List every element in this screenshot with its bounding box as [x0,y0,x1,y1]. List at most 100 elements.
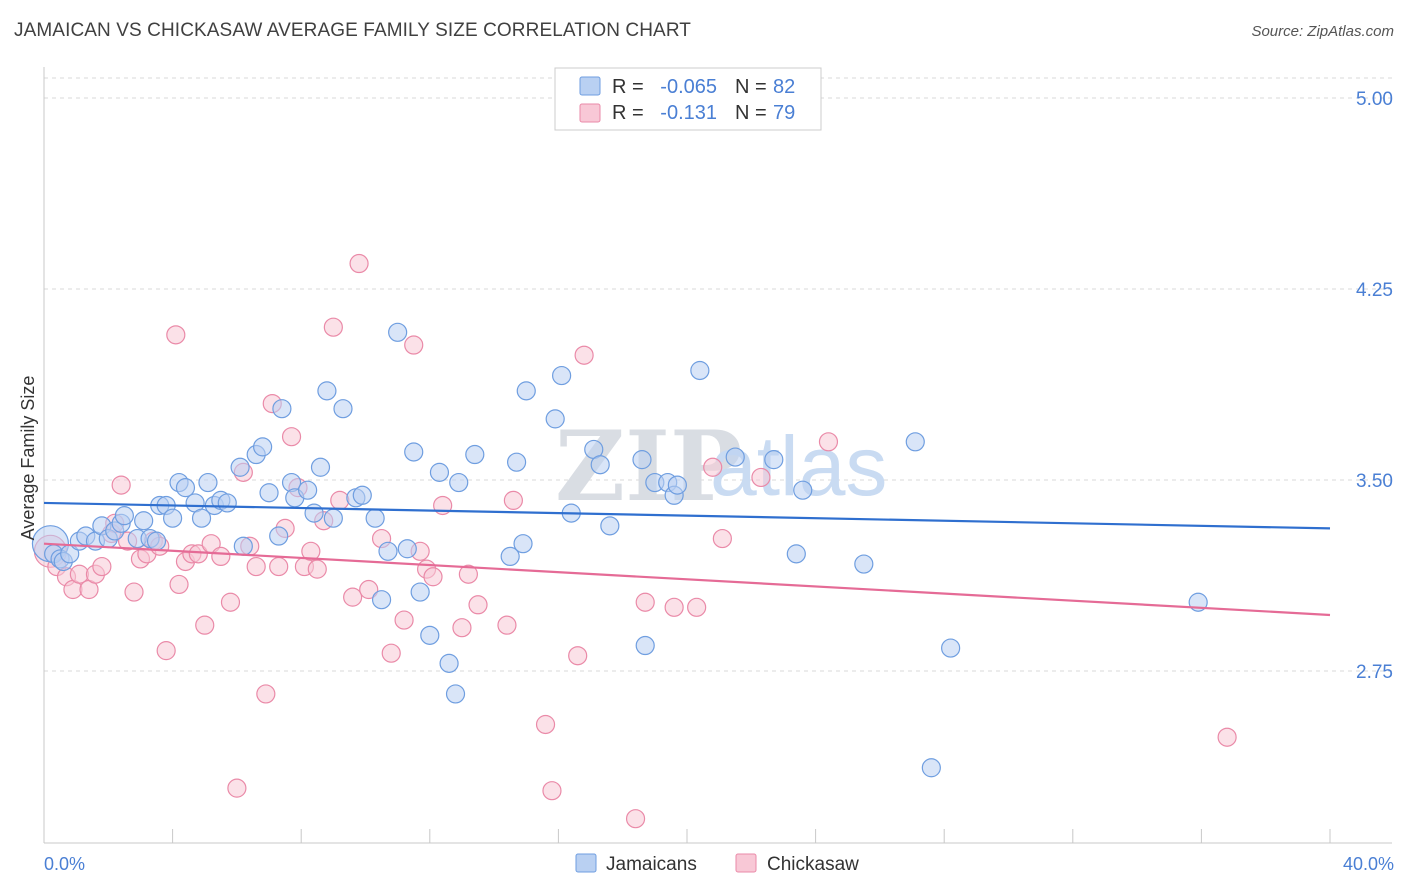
point-jamaicans-28 [230,457,250,477]
point-chickasaw-23 [195,615,215,635]
chart-source: Source: ZipAtlas.com [1251,23,1394,40]
x-tick-label-min: 0.0% [44,854,85,874]
point-jamaicans-21 [175,478,196,498]
point-jamaicans-69 [635,635,655,656]
point-chickasaw-49 [404,335,424,355]
point-chickasaw-26 [220,592,241,612]
point-jamaicans-75 [725,447,745,467]
point-chickasaw-27 [227,778,247,798]
point-jamaicans-23 [191,508,212,528]
point-jamaicans-24 [198,472,218,493]
point-jamaicans-54 [439,653,459,673]
point-chickasaw-47 [381,643,401,663]
point-chickasaw-64 [635,592,655,612]
point-chickasaw-10 [111,475,131,495]
point-chickasaw-56 [468,595,488,615]
point-jamaicans-66 [590,455,610,475]
point-jamaicans-48 [388,322,408,342]
point-jamaicans-55 [445,684,466,704]
point-chickasaw-62 [574,345,594,365]
y-tick-label-2: 4.25 [1356,280,1393,301]
point-chickasaw-54 [452,618,472,638]
point-chickasaw-67 [703,457,723,477]
point-chickasaw-43 [343,587,363,607]
legend-r-value-1: -0.065 [660,76,717,98]
legend-swatch-jamaicans [579,76,601,96]
point-chickasaw-65 [664,597,684,617]
point-chickasaw-33 [269,556,289,577]
point-jamaicans-33 [269,526,289,546]
point-jamaicans-42 [333,399,353,419]
point-chickasaw-22 [188,544,208,564]
point-jamaicans-62 [545,409,565,429]
axes [43,67,1392,844]
point-jamaicans-40 [317,381,337,401]
chart-title: JAMAICAN VS CHICKASAW AVERAGE FAMILY SIZ… [14,20,692,41]
point-jamaicans-14 [134,511,154,531]
bottom-legend: Jamaicans Chickasaw [575,853,859,875]
point-jamaicans-49 [397,539,417,559]
point-chickasaw-31 [256,684,276,704]
point-jamaicans-41 [323,508,343,528]
point-jamaicans-56 [449,472,469,493]
point-chickasaw-17 [156,641,176,661]
y-axis-label: Average Family Size [18,376,38,541]
point-jamaicans-37 [298,480,318,500]
point-chickasaw-39 [307,559,327,579]
legend-n-label-2: N = [735,102,767,124]
point-chickasaw-25 [211,546,231,567]
bottom-legend-chickasaw: Chickasaw [767,854,859,875]
point-jamaicans-31 [253,437,273,457]
point-chickasaw-38 [301,541,321,561]
legend-n-value-2: 79 [773,102,795,124]
point-jamaicans-63 [552,365,572,386]
point-jamaicans-29 [233,536,253,556]
point-chickasaw-69 [751,467,771,488]
point-jamaicans-32 [259,483,279,503]
point-jamaicans-77 [786,544,806,564]
bottom-legend-swatch-chickasaw [735,853,757,873]
point-jamaicans-74 [690,360,710,381]
bottom-legend-swatch-jamaicans [575,853,597,873]
point-chickasaw-61 [568,646,588,666]
point-jamaicans-57 [465,444,485,465]
point-jamaicans-27 [217,493,237,513]
point-jamaicans-81 [921,758,941,778]
point-chickasaw-19 [169,574,189,595]
point-jamaicans-34 [272,399,292,419]
point-chickasaw-60 [542,781,562,801]
point-chickasaw-12 [124,582,144,602]
point-jamaicans-51 [410,582,430,602]
point-jamaicans-12 [114,506,134,526]
point-jamaicans-45 [365,508,385,528]
point-jamaicans-61 [516,381,536,401]
legend-n-label-1: N = [735,76,767,98]
point-chickasaw-52 [423,567,443,587]
point-chickasaw-48 [394,610,414,630]
point-jamaicans-79 [854,554,874,574]
point-chickasaw-58 [503,490,523,510]
point-chickasaw-57 [497,615,517,635]
legend-r-label-1: R = [612,76,644,98]
legend-r-label-2: R = [612,102,644,124]
point-chickasaw-66 [687,597,707,617]
point-chickasaw-30 [246,556,266,577]
y-tick-labels: 2.75 3.50 4.25 5.00 [1356,89,1393,683]
point-chickasaw-45 [359,579,379,600]
point-chickasaw-59 [535,714,556,735]
legend-r-value-2: -0.131 [660,102,717,124]
point-jamaicans-52 [420,625,440,645]
point-jamaicans-67 [600,516,620,536]
y-tick-label-1: 3.50 [1356,471,1393,492]
y-tick-label-0: 2.75 [1356,662,1393,683]
point-chickasaw-42 [330,490,350,510]
point-jamaicans-39 [310,457,331,477]
point-chickasaw-70 [818,432,839,452]
point-jamaicans-78 [793,480,813,500]
point-chickasaw-7 [92,556,112,577]
point-jamaicans-68 [632,450,652,470]
x-tick-label-max: 40.0% [1343,854,1394,874]
point-jamaicans-73 [667,475,687,495]
series-chickasaw-points [33,253,1237,829]
point-jamaicans-47 [378,541,398,561]
